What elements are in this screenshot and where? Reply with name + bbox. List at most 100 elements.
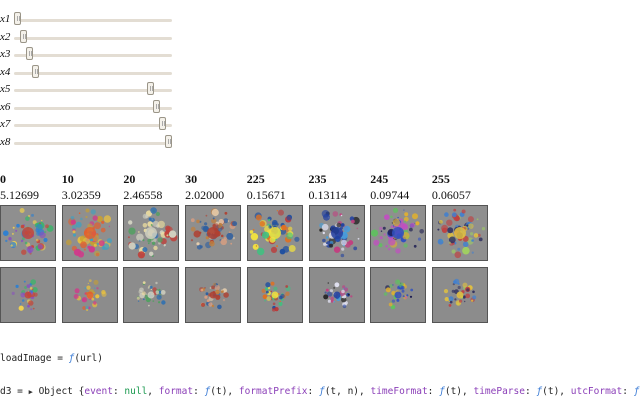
column-value: 2.46558: [123, 188, 163, 202]
slider-label: x3: [0, 48, 11, 60]
feature-image: [123, 205, 180, 261]
column-index: 0: [0, 172, 6, 186]
d3-name: d3: [0, 386, 12, 397]
feature-image-svg: [309, 206, 364, 260]
slider-track[interactable]: [14, 89, 172, 92]
slider-label: x1: [0, 13, 11, 25]
feature-image-svg: [186, 268, 241, 322]
slider-thumb[interactable]: [147, 82, 155, 95]
slider-thumb[interactable]: [153, 99, 161, 113]
object-key: timeParse: [473, 386, 525, 397]
slider-track[interactable]: [14, 54, 172, 57]
object-key: format: [158, 386, 194, 397]
function-glyph: ƒ: [68, 353, 75, 364]
key-separator: :: [524, 386, 537, 397]
column-value: 0.09744: [370, 188, 410, 202]
feature-image-svg: [247, 268, 302, 322]
feature-image-svg: [62, 206, 117, 260]
column-index: 255: [431, 172, 450, 186]
value-suffix: ,: [147, 386, 159, 397]
feature-image-svg: [371, 268, 426, 322]
slider-x4: x4: [0, 64, 180, 81]
slider-thumb[interactable]: [14, 12, 21, 25]
key-separator: :: [307, 386, 319, 397]
slider-track[interactable]: [14, 36, 172, 40]
column-value: 0.06057: [431, 188, 471, 202]
value-suffix: (t),: [210, 386, 239, 397]
load-image-eq: =: [51, 353, 69, 364]
slider-label: x4: [0, 65, 11, 78]
d3-object-label: Object {: [38, 386, 85, 397]
value-suffix: (t),: [444, 386, 474, 397]
slider-x2: x2: [0, 29, 180, 46]
slider-thumb[interactable]: [31, 64, 39, 78]
slider-thumb[interactable]: [159, 117, 167, 130]
feature-image-svg: [124, 206, 179, 260]
slider-x6: x6: [0, 99, 180, 116]
column-value: 3.02359: [61, 188, 101, 202]
slider-x7: x7: [0, 117, 180, 133]
attribution-image: [123, 267, 180, 323]
slider-thumb[interactable]: [165, 134, 172, 148]
key-separator: :: [112, 386, 125, 397]
object-key: utcFormat: [570, 386, 623, 397]
slider-label: x7: [0, 118, 11, 130]
object-key: timeFormat: [370, 386, 428, 397]
slider-x1: x1: [0, 12, 180, 28]
feature-image: [61, 205, 118, 261]
attribution-image: [431, 267, 488, 323]
slider-x8: x8: [0, 134, 180, 151]
column-value: 0.15671: [246, 188, 286, 202]
feature-image: [308, 205, 365, 261]
slider-track[interactable]: [14, 19, 172, 22]
feature-image-svg: [309, 268, 364, 322]
function-glyph: ƒ: [204, 386, 211, 397]
attribution-image: [185, 267, 242, 323]
function-glyph: ƒ: [318, 386, 325, 397]
key-separator: :: [622, 386, 634, 397]
attribution-image: [0, 267, 56, 323]
null-value: null: [124, 386, 148, 397]
slider-label: x6: [0, 100, 11, 113]
d3-cell: d3 = ▶ Object {event: null, format: ƒ(t)…: [0, 386, 640, 397]
load-image-name: loadImage: [0, 353, 52, 364]
feature-image: [0, 205, 56, 261]
slider-track[interactable]: [14, 141, 172, 145]
function-glyph: ƒ: [439, 386, 445, 397]
feature-image: [185, 205, 242, 261]
value-suffix: (t),: [542, 386, 571, 397]
load-image-cell: loadImage = ƒ(url): [0, 353, 103, 364]
object-key: formatPrefix: [238, 386, 308, 397]
column-index: 245: [370, 172, 389, 186]
attribution-image: [308, 267, 365, 323]
feature-image: [370, 205, 427, 261]
feature-image-svg: [186, 206, 241, 260]
slider-label: x8: [0, 135, 11, 148]
column-index: 30: [185, 172, 198, 186]
feature-image-svg: [432, 206, 487, 260]
slider-track[interactable]: [14, 124, 172, 127]
slider-track[interactable]: [14, 106, 172, 110]
function-glyph: ƒ: [633, 386, 640, 397]
expand-triangle-icon[interactable]: ▶: [28, 388, 33, 396]
feature-image-svg: [124, 268, 179, 322]
column-index: 10: [61, 172, 74, 186]
column-value: 0.13114: [308, 188, 348, 202]
key-separator: :: [193, 386, 205, 397]
column-value: 2.02000: [185, 188, 225, 202]
slider-thumb[interactable]: [25, 47, 33, 60]
column-index: 20: [123, 172, 136, 186]
object-key: event: [84, 386, 113, 397]
slider-thumb[interactable]: [19, 29, 27, 43]
slider-label: x5: [0, 83, 11, 95]
d3-fields: event: null, format: ƒ(t), formatPrefix:…: [84, 386, 640, 397]
column-value: 5.12699: [0, 188, 39, 202]
feature-image: [431, 205, 488, 261]
attribution-image: [370, 267, 427, 323]
function-glyph: ƒ: [536, 386, 543, 397]
slider-label: x2: [0, 30, 11, 43]
slider-x5: x5: [0, 82, 180, 98]
slider-track[interactable]: [14, 71, 172, 75]
column-index: 225: [246, 172, 265, 186]
feature-image-svg: [62, 268, 117, 322]
